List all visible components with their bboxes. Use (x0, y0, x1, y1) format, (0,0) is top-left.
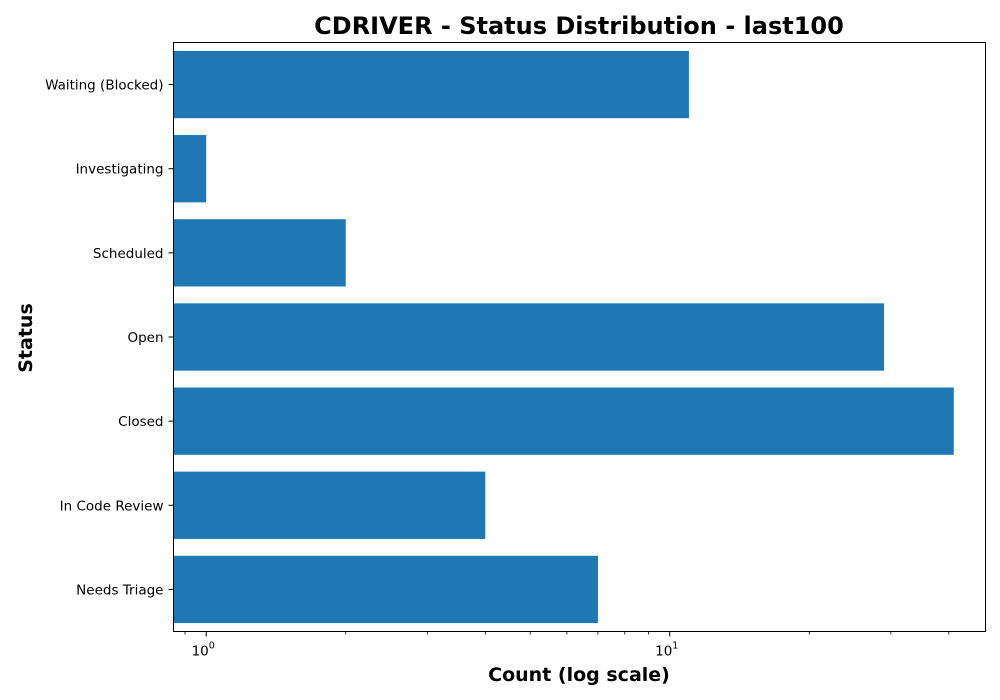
y-axis-ticks: Waiting (Blocked) Investigating Scheduled O… (45, 78, 174, 598)
bar-in-code-review (173, 471, 486, 539)
bar-waiting-blocked (173, 50, 689, 119)
y-tick-label: Investigating (76, 162, 164, 178)
bar-open (173, 303, 885, 371)
plot-frame (173, 42, 986, 632)
y-tick-label: Scheduled (93, 246, 164, 262)
bar-closed (173, 387, 954, 455)
x-axis-ticks: 100 101 (184, 631, 950, 660)
y-axis-label: Status (15, 303, 37, 373)
y-tick-label: In Code Review (60, 498, 164, 514)
x-axis-label: Count (log scale) (488, 664, 670, 686)
x-tick-label: 100 (192, 641, 215, 660)
y-tick-label: Needs Triage (76, 582, 163, 598)
y-tick-label: Waiting (Blocked) (45, 78, 163, 94)
bar-needs-triage (173, 555, 598, 624)
x-tick-label: 101 (655, 641, 678, 660)
y-tick-label: Open (127, 330, 163, 346)
y-tick-label: Closed (118, 414, 163, 430)
bar-investigating (173, 135, 207, 203)
bars (173, 50, 954, 624)
bar-scheduled (173, 219, 346, 287)
chart-title: CDRIVER - Status Distribution - last100 (314, 12, 844, 40)
